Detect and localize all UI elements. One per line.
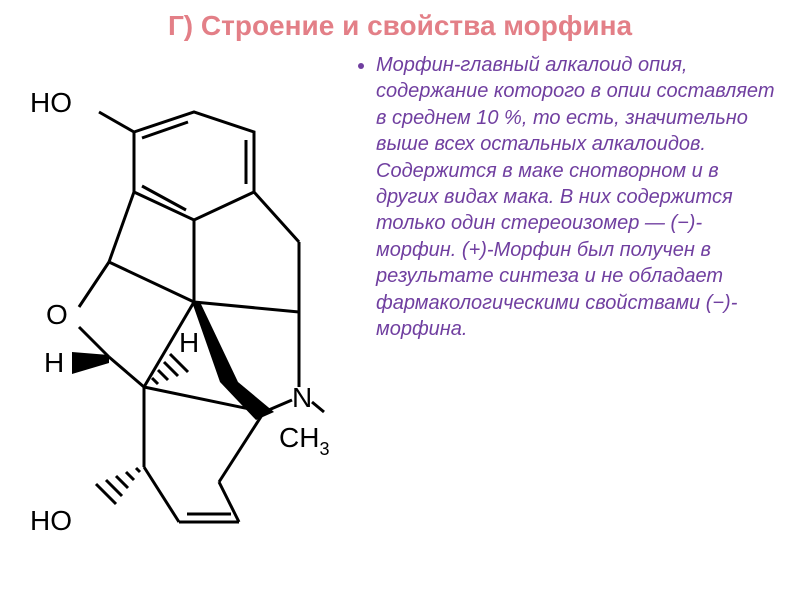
label-ho-top: HO <box>30 87 72 118</box>
bullet-main: Морфин-главный алкалоид опия, содержание… <box>376 52 776 342</box>
body-text-block: Морфин-главный алкалоид опия, содержание… <box>344 52 776 342</box>
label-o: O <box>46 299 68 330</box>
label-n: N <box>292 382 312 413</box>
label-h-left: H <box>44 347 64 378</box>
label-ho-bottom: HO <box>30 505 72 536</box>
morphine-structure-diagram: HO O H H N CH3 HO <box>24 52 344 572</box>
slide-root: Г) Строение и свойства морфина <box>0 0 800 600</box>
bullet-list: Морфин-главный алкалоид опия, содержание… <box>356 52 776 342</box>
slide-title: Г) Строение и свойства морфина <box>24 10 776 42</box>
label-h-center: H <box>179 327 199 358</box>
label-ch3: CH3 <box>279 422 329 459</box>
molecule-svg: HO O H H N CH3 HO <box>24 52 344 572</box>
content-row: HO O H H N CH3 HO Морфин-главный алкалои… <box>24 52 776 584</box>
